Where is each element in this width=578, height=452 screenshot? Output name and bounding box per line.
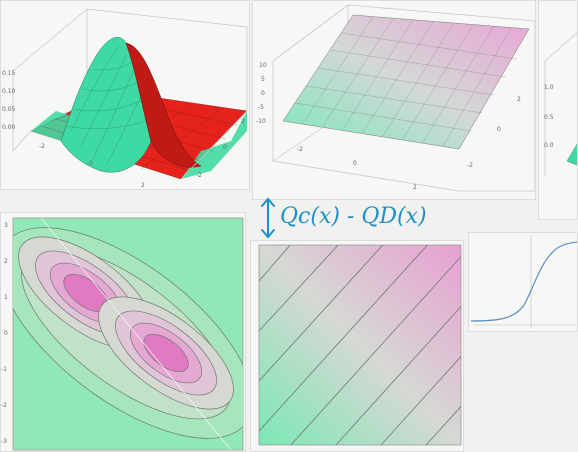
y-tick: -2 [196,172,202,179]
svg-text:0.5: 0.5 [544,114,554,121]
svg-text:-10: -10 [256,118,266,125]
svg-text:-2: -2 [297,146,303,153]
svg-text:-3: -3 [1,438,7,445]
svg-text:1: 1 [4,294,8,301]
x-tick: 2 [141,182,145,189]
panel-surface-mixture: 0.15 0.10 0.05 0.00 -2 0 2 -2 0 2 [0,0,250,190]
surface-mixture-z-ticks: 0.15 0.10 0.05 0.00 [2,70,16,131]
panel-surface-plane: 10 5 0 -5 -10 -2 0 2 -2 0 2 [252,0,536,200]
surface-plane-plot: 10 5 0 -5 -10 -2 0 2 -2 0 2 [256,4,535,192]
svg-text:-1: -1 [1,366,7,373]
contour-linear-plot [258,244,462,446]
svg-text:0: 0 [4,330,8,337]
svg-text:2: 2 [413,184,417,191]
svg-text:-2: -2 [1,402,7,409]
svg-text:0: 0 [353,160,357,167]
surface-sigmoid-z-ticks: 1.0 0.5 0.0 [544,84,554,149]
surface-mixture-plot: 0.15 0.10 0.05 0.00 -2 0 2 -2 0 2 [2,8,248,189]
annotation-qc-minus-qd: Qc(x) - QD(x) [280,204,427,229]
x-tick: 0 [89,160,93,167]
panel-surface-sigmoid: 1.0 0.5 0.0 [538,0,578,220]
svg-text:0.0: 0.0 [544,142,554,149]
surface-plane-x-ticks: -2 0 2 [297,146,417,191]
svg-text:2: 2 [4,258,8,265]
z-tick: 0.05 [2,106,16,113]
svg-text:-2: -2 [467,162,473,169]
sigmoid-curve-plot [470,235,577,329]
z-tick: 0.10 [2,88,16,95]
z-tick: 0.00 [2,124,16,131]
contour-level [143,333,189,373]
svg-text:-5: -5 [258,104,264,111]
double-vertical-arrow-icon [261,197,275,239]
plane-surface [282,14,530,150]
z-tick: 0.15 [2,70,16,77]
svg-text:1.0: 1.0 [544,84,554,91]
panel-sigmoid-curve [468,232,578,332]
svg-text:0: 0 [261,90,265,97]
svg-text:10: 10 [259,62,267,69]
panel-contour-mixture: 3 2 1 0 -1 -2 -3 [0,212,246,452]
svg-text:2: 2 [517,96,521,103]
surface-plane-z-ticks: 10 5 0 -5 -10 [256,62,267,125]
panel-contour-linear [250,240,464,452]
contour-mixture-plot: 3 2 1 0 -1 -2 -3 [1,217,244,451]
contour-mixture-y-ticks: 3 2 1 0 -1 -2 -3 [1,222,8,445]
y-tick: 0 [223,144,227,151]
surface-mixture-x-ticks: -2 0 2 [39,143,145,189]
y-tick: 2 [241,118,245,125]
surface-plane-y-ticks: -2 0 2 [467,96,521,169]
contour-linear-levels [259,245,461,445]
x-tick: -2 [39,143,45,150]
svg-text:5: 5 [261,76,265,83]
svg-text:3: 3 [4,222,8,229]
surface-sigmoid-plot: 1.0 0.5 0.0 [544,32,577,176]
svg-text:0: 0 [497,126,501,133]
sigmoid-line [470,241,577,322]
surface-mixture-y-ticks: -2 0 2 [196,118,245,179]
